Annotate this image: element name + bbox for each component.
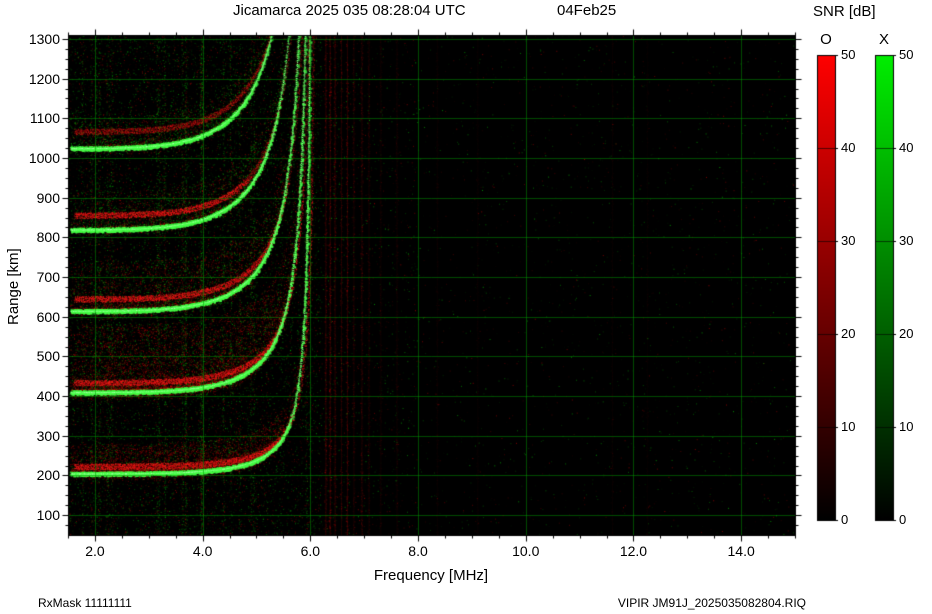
- x-tick-label: 10.0: [512, 543, 540, 559]
- colorbar-tick-label: 10: [899, 419, 914, 434]
- x-tick-label: 8.0: [408, 543, 428, 559]
- x-tick-label: 4.0: [192, 543, 213, 559]
- colorbar-tick-label: 30: [899, 233, 914, 248]
- colorbar-tick-label: 20: [899, 326, 914, 341]
- filename-text: VIPIR JM91J_2025035082804.RIQ: [617, 596, 806, 610]
- y-tick-label: 100: [36, 507, 60, 524]
- colorbar-tick-label: 10: [841, 419, 856, 434]
- y-tick-label: 300: [36, 427, 60, 444]
- colorbar-tick-label: 50: [841, 47, 856, 62]
- y-tick-label: 1100: [29, 110, 60, 127]
- x-tick-label: 6.0: [300, 543, 321, 559]
- colorbar-tick-label: 0: [841, 512, 849, 527]
- y-tick-label: 1300: [28, 30, 60, 47]
- colorbar-mode-label: O: [820, 31, 832, 48]
- plot-date: 04Feb25: [557, 2, 617, 19]
- rxmask-text: RxMask 11111111: [38, 596, 132, 610]
- colorbar-tick-label: 20: [841, 326, 856, 341]
- x-tick-label: 12.0: [619, 543, 648, 559]
- plot-title: Jicamarca 2025 035 08:28:04 UTC: [233, 2, 466, 19]
- colorbar-tick-label: 30: [841, 233, 856, 248]
- y-tick-label: 700: [36, 269, 60, 286]
- colorbar-tick-label: 50: [899, 47, 914, 62]
- y-tick-label: 500: [36, 348, 60, 365]
- x-tick-label: 14.0: [727, 543, 755, 559]
- y-tick-label: 400: [36, 388, 60, 405]
- y-tick-label: 1000: [28, 150, 60, 167]
- y-tick-label: 200: [36, 467, 60, 484]
- colorbar-tick-label: 0: [899, 512, 907, 527]
- colorbar-tick-label: 40: [841, 140, 856, 155]
- x-axis-label: Frequency [MHz]: [373, 567, 489, 584]
- y-tick-label: 800: [36, 229, 60, 246]
- colorbar-mode-label: X: [878, 31, 889, 48]
- colorbar-tick-label: 40: [899, 140, 914, 155]
- y-tick-label: 900: [36, 189, 60, 206]
- colorbar-title: SNR [dB]: [813, 3, 876, 20]
- y-tick-label: 600: [36, 308, 60, 325]
- y-tick-label: 1200: [28, 70, 60, 87]
- x-tick-label: 2.0: [85, 543, 105, 559]
